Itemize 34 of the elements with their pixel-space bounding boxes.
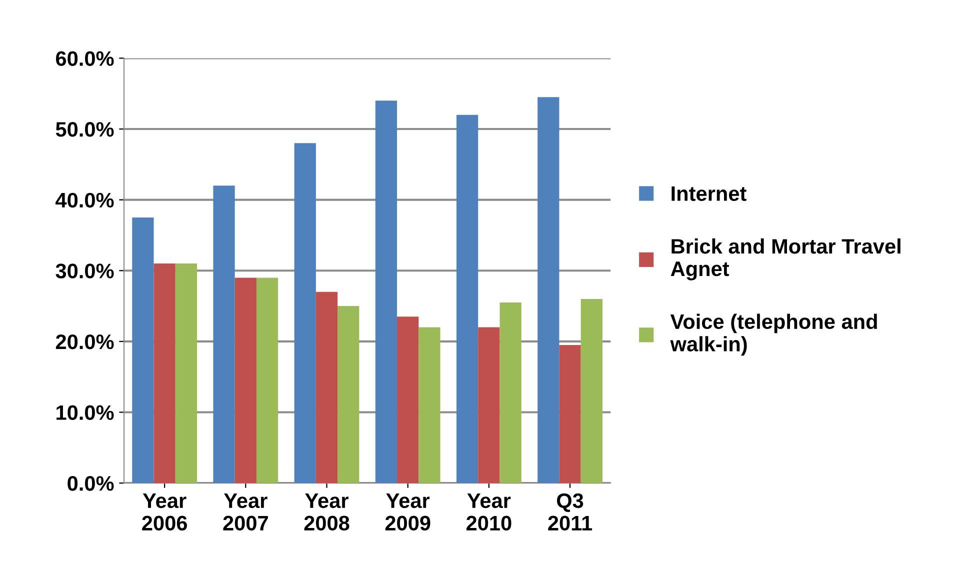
bar xyxy=(500,302,522,484)
bar xyxy=(559,344,581,484)
bar xyxy=(175,264,197,484)
y-tick-label: 10.0% xyxy=(56,405,114,420)
legend-label: Brick and Mortar Travel Agnet xyxy=(670,238,900,280)
y-tick-label: 40.0% xyxy=(56,192,114,208)
bar xyxy=(316,292,338,484)
bar xyxy=(132,218,154,484)
legend-label: Voice (telephone and walk-in) xyxy=(670,314,877,356)
y-tick-label: 50.0% xyxy=(56,122,114,137)
x-tick-label: Year 2007 xyxy=(223,494,268,531)
y-tick-label: 30.0% xyxy=(56,264,114,278)
x-tick-label: Q3 2011 xyxy=(548,493,592,531)
bar xyxy=(294,143,316,484)
y-tick-label: 60.0% xyxy=(56,51,114,66)
bar xyxy=(478,327,500,484)
bar xyxy=(338,306,360,484)
x-tick-label: Year 2010 xyxy=(466,494,512,531)
x-tick-label: Year 2009 xyxy=(385,494,430,531)
bar xyxy=(397,316,419,484)
bar xyxy=(580,298,602,484)
bar xyxy=(213,186,235,484)
x-tick-label: Year 2006 xyxy=(142,494,187,531)
x-tick-label: Year 2008 xyxy=(304,494,350,531)
y-tick-label: 0.0% xyxy=(68,476,114,491)
bar xyxy=(418,327,440,484)
bar xyxy=(234,278,256,484)
legend-label: Internet xyxy=(672,186,746,201)
bar xyxy=(456,114,478,484)
bar xyxy=(256,278,278,484)
bar xyxy=(375,100,398,484)
bar xyxy=(538,97,560,484)
bar xyxy=(154,264,176,484)
y-tick-label: 20.0% xyxy=(56,334,114,350)
